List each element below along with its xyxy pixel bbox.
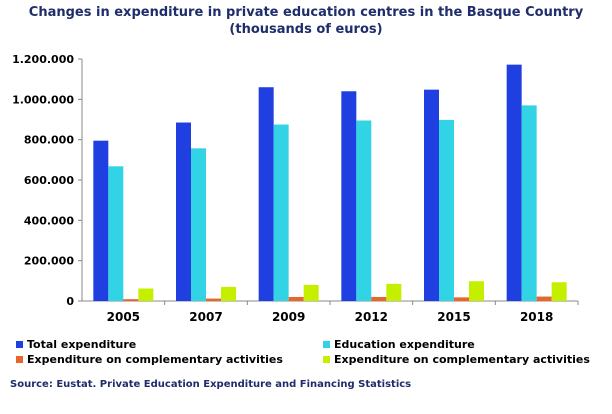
bar bbox=[536, 296, 552, 301]
bar bbox=[356, 120, 372, 301]
bar-chart: 0 200.000 400.000 600.000 800.000 1.000.000 1.… bbox=[12, 53, 579, 324]
legend-item-complementary-orange: Expenditure on complementary activities bbox=[16, 353, 283, 366]
bar bbox=[258, 87, 274, 301]
x-tick-label: 2007 bbox=[189, 310, 222, 324]
bar bbox=[288, 296, 304, 301]
legend-swatch bbox=[16, 356, 23, 363]
bar bbox=[341, 91, 357, 302]
bar bbox=[273, 124, 289, 302]
y-tick-label: 400.000 bbox=[24, 214, 74, 227]
legend-label: Expenditure on complementary activities bbox=[334, 353, 590, 366]
bar bbox=[506, 64, 522, 301]
y-tick-label: 200.000 bbox=[24, 255, 74, 268]
x-tick-label: 2009 bbox=[272, 310, 305, 324]
legend-item-complementary-green: Expenditure on complementary activities bbox=[323, 353, 590, 366]
source-note: Source: Eustat. Private Education Expend… bbox=[10, 379, 412, 390]
bar bbox=[176, 122, 191, 302]
x-tick-label: 2015 bbox=[437, 310, 470, 324]
chart-title: Changes in expenditure in private educat… bbox=[28, 5, 584, 20]
y-tick-label: 1.200.000 bbox=[12, 53, 74, 66]
bar bbox=[108, 166, 124, 301]
legend-swatch bbox=[323, 356, 330, 363]
bar bbox=[93, 140, 109, 301]
chart-subtitle: (thousands of euros) bbox=[229, 22, 383, 37]
y-tick-label: 1.000.000 bbox=[12, 93, 74, 106]
bar bbox=[206, 298, 221, 301]
bar bbox=[303, 284, 319, 301]
bar bbox=[469, 281, 484, 301]
bar bbox=[439, 119, 454, 301]
x-tick-label: 2018 bbox=[520, 310, 553, 324]
y-tick-label: 800.000 bbox=[24, 134, 74, 147]
bar bbox=[521, 105, 537, 301]
bar bbox=[123, 299, 139, 301]
bar bbox=[221, 286, 236, 301]
legend-item-education: Education expenditure bbox=[323, 338, 475, 351]
legend-swatch bbox=[323, 341, 330, 348]
bar bbox=[371, 296, 387, 301]
bar bbox=[424, 89, 439, 301]
bar bbox=[551, 282, 567, 301]
x-tick-label: 2012 bbox=[355, 310, 388, 324]
bar bbox=[386, 283, 402, 301]
y-tick-label: 0 bbox=[66, 295, 74, 308]
bar bbox=[138, 288, 154, 301]
legend-swatch bbox=[16, 341, 23, 348]
bar bbox=[191, 148, 206, 301]
x-tick-label: 2005 bbox=[107, 310, 140, 324]
legend-label: Education expenditure bbox=[334, 338, 475, 351]
legend-label: Expenditure on complementary activities bbox=[27, 353, 283, 366]
y-tick-label: 600.000 bbox=[24, 174, 74, 187]
bar bbox=[454, 297, 469, 301]
legend-item-total: Total expenditure bbox=[16, 338, 136, 351]
legend-label: Total expenditure bbox=[27, 338, 137, 351]
